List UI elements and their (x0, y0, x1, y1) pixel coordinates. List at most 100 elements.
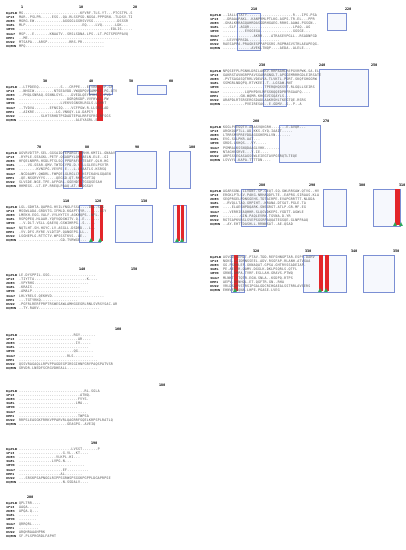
alignment-row: 1F13 MSSWLADA.GRDVTG.IFMLD.KGAPTSYR......… (6, 209, 202, 213)
ruler-tick-label: 20 (133, 5, 138, 9)
sequence-label: 2DE4 (6, 159, 15, 164)
alignment-row: 6QMN .............AVEKLTNQP....AEDA..ALEL… (210, 46, 402, 50)
sequence-label: 1F13 (6, 15, 15, 20)
sequence-text: .KRAIS...................... (19, 285, 81, 290)
sequence-text: ..ME....................................… (19, 35, 120, 40)
sequence-label: 6EE1 (6, 229, 15, 234)
sequence-text: ..IALLSTATY.....................R...IPS.… (223, 13, 317, 17)
similarity-box (115, 205, 153, 243)
sequence-label: DpPLD (6, 333, 18, 337)
sequence-label: 6U92 (6, 475, 15, 480)
sequence-text: .VV.DFS.RYRE.VLDTIP.QANGEPG.LL.. (19, 229, 89, 234)
alignment-row: DpPLD LGL.GDHTA.QAPRG.HVILYNGLFSSA....DGL… (6, 205, 202, 209)
ruler-tick-label: 210 (251, 7, 258, 11)
identity-column (177, 205, 180, 241)
sequence-text: NPQSEFPLPGNHLDRILAKKV.RRPAAHLREPGVRPWK.S… (223, 69, 320, 73)
sequence-text: ...........................TWPSA (19, 413, 89, 418)
ruler-tick-label: 80 (85, 145, 90, 149)
sequence-text: ..TY.RAKV............................ (19, 305, 100, 310)
sequence-text: RRPSLEASGKFRRKVPPARVRLQAGRRFSQELKRPSPLRA… (19, 417, 113, 422)
ruler-tick-label: 100 (189, 145, 196, 149)
sequence-text: ........................LVSST.......P (19, 447, 100, 451)
position-ruler: 1 10 20 (6, 4, 202, 10)
alignment-row: 4GEL ...SLF..AGQR....................LPAQ… (210, 25, 402, 29)
sequence-text: LE.DYSPPIL.GSG..................... (19, 273, 96, 277)
alignment-row: 6U92 LSGHEPLG.RTTCTV.WPSSSTKVS..AE.. (6, 234, 202, 238)
green-triangle-icon (233, 288, 237, 292)
sequence-label: 2DE4 (210, 263, 219, 268)
alignment-row: 6U92 ARPSSSEGASAGSSWLEIEGTAVPGSRQTLTEQE (210, 154, 402, 158)
alignment-row: DpPLD QPLTRR.... (6, 501, 106, 505)
sequence-text: NGKS.LAIDRNSSEEL.ADV.RSGFAP.RLANH.ATVGAA (223, 259, 311, 264)
sequence-text: ...TGTYRKQ................. (19, 297, 78, 302)
sequence-label: 1BYR (6, 517, 15, 522)
sequence-label: 1BYR (6, 101, 15, 106)
alignment-row: 6QMN ..TY.RAKV...........................… (6, 306, 202, 310)
position-ruler: 70 80 90 100 (6, 144, 202, 150)
sequence-text: VRLDSARVSTRSIPGALGDCRIHGAEALSSTRRLAVSERS (223, 283, 311, 288)
alignment-block: 190 DpPLD ........................LVSST...… (6, 440, 202, 486)
sequence-text: QRRQRL.... (19, 521, 41, 526)
alignment-block: 260 270 DpPLD KGGLPVEGQTV.ARASVQKGRH.......… (210, 118, 402, 164)
sequence-text: ...SRSKPSAPNGGLRIPPSGRWSPSGGKPGPPLDGAPRP… (19, 475, 111, 480)
alignment-row: 6U92 QSSVRAGAQLLRPVPPAGDEGPIRSGIHNFGRYPAQ… (6, 362, 202, 366)
sequence-label: 6U92 (6, 39, 15, 44)
alignment-row: 4GG7............................... (6, 410, 202, 414)
alignment-row: 6U92 RRPSLEASGKFRRKVPPARVRLQAGRRFSQELKRPS… (6, 418, 202, 422)
sequence-text: LTRRSMVPREYDDAGGGHEMLLVN....... (223, 133, 291, 138)
alignment-row: 6QMN ...................GD.TVRWGE... (6, 238, 202, 242)
alignment-row: 6EE1 ........GIN.PAQLEVRK.TGVNA.D.YR (210, 214, 402, 218)
sequence-text: ..LEVYKPRSDL.............. (223, 37, 280, 42)
sequence-text: RSPQPEQ.HLAAR.YQFVQDGWITV.Q..E....... (19, 217, 100, 222)
sequence-label: 4GEL (6, 401, 15, 406)
sequence-text: MTSAPA...ARSP..........RRS.PR.......... (19, 39, 105, 44)
sequence-text: MPQ.................................... (19, 43, 105, 48)
ruler-tick-label: 250 (371, 63, 378, 67)
alignment-row: 6EE1 ..ME................................… (6, 36, 202, 40)
sequence-label: 1BYR (6, 289, 15, 294)
sequence-label: 1BYR (210, 29, 219, 34)
sequence-label: 6EE1 (6, 413, 15, 418)
ruler-tick-label: 90 (135, 145, 140, 149)
sequence-text: LSVVYL.KAPA.TTTTDN.... (223, 157, 272, 162)
alignment-row: 6U92 ARQHRAAAHPRK (6, 530, 106, 534)
similarity-box (169, 151, 191, 189)
sequence-text: APQA.Q... (19, 509, 39, 514)
alignment-row: 1BYR .AMALP.......................... (6, 289, 202, 293)
sequence-text: .................................... (19, 357, 98, 362)
position-ruler: 320 330 340 350 (210, 248, 402, 254)
alignment-row: 4GG7 LHLYRELS.QEKHVD.....................… (6, 294, 202, 298)
identity-column (395, 189, 400, 225)
sequence-text: ..........................ALEYAGRL.E (19, 117, 98, 122)
alignment-row: 6U92 SLVSDE.NGE.TPE.AFPGRL.GGEHDTLTGGQSES… (6, 180, 202, 184)
sequence-text: AGARSGNL.LLVDNT.SP.GEQT.SQ.GWLRRSAW.QTVG… (223, 189, 320, 193)
sequence-label: 2DE4 (6, 213, 15, 218)
sequence-text: ..V.DLT.VSLL.QAEVQ.GSWIHRPG..S..... (19, 221, 96, 226)
sequence-text: GRNE.DMPA.TVRF.ESLLAH.GRAVS.PTWQ (223, 271, 293, 276)
sequence-text: AAQA..... (19, 505, 39, 510)
sequence-label: 1BYR (210, 85, 219, 90)
sequence-text: .PGFRLRERFPRPTRSWESAWLAMHGGEGRLRNLSVRSYS… (19, 301, 118, 306)
alignment-block: 200 DpPLD QPLTRR.... 1F13 AAQA..... 2DE4 APQA.… (6, 494, 106, 540)
sequence-label: 4GG7 (6, 225, 16, 230)
alignment-row: 2DE4 LTRRSMVPREYDDAGGGHEMLLVN....... (210, 133, 402, 137)
sequence-label: 6U92 (210, 217, 219, 222)
sequence-text: LHLYRELS.QEKHVD........................ (19, 293, 105, 298)
alignment-row: 6EE1 NTAGHSSRVE...Y.IE.... (210, 150, 402, 154)
alignment-row: 4GG7 .NCDAAMY.QWDRL.FWPQELGLRGLCR.KSFIKAH… (6, 172, 202, 176)
sequence-label: 1F13 (6, 393, 15, 398)
sequence-text: ASVGQ.GEHLT.PTAV.TDD.REFSHNGPTAR.ESPF.DA… (223, 255, 315, 259)
alignment-row: 6QMN MPQ.................................… (6, 44, 202, 48)
ruler-tick-label: 120 (95, 199, 102, 203)
sequence-label: 4GEL (6, 217, 15, 222)
alignment-row: 1F13 ..DRAAAPAKL..KANPRMLPTLKG.AGPS.TR.EL… (210, 17, 402, 21)
sequence-text: ..............................RL.SGLA (19, 389, 100, 393)
alignment-row: 1F13 GAKRSTAVNGRPPAVSGARRGNGLT.APSGEMRRRG… (210, 73, 402, 77)
sequence-label: 4GG7 (6, 409, 16, 414)
alignment-row: DpPLD AGVRVDTTP.SEL.GGSAIDFEPARGTIRRHH.KM… (6, 151, 202, 155)
alignment-row: 1BYR ....ELAESNPDQARK.SNSGRGT.ATLP.GR.MF.… (210, 205, 402, 209)
sequence-label: 6EE1 (6, 525, 15, 530)
alignment-row: 6EE1 ........GN.WQMR.KHGSVISQAYLS... (210, 94, 402, 98)
sequence-text: ...................GD.TVRWGE... (19, 237, 87, 242)
sequence-label: 2DE4 (210, 197, 219, 202)
